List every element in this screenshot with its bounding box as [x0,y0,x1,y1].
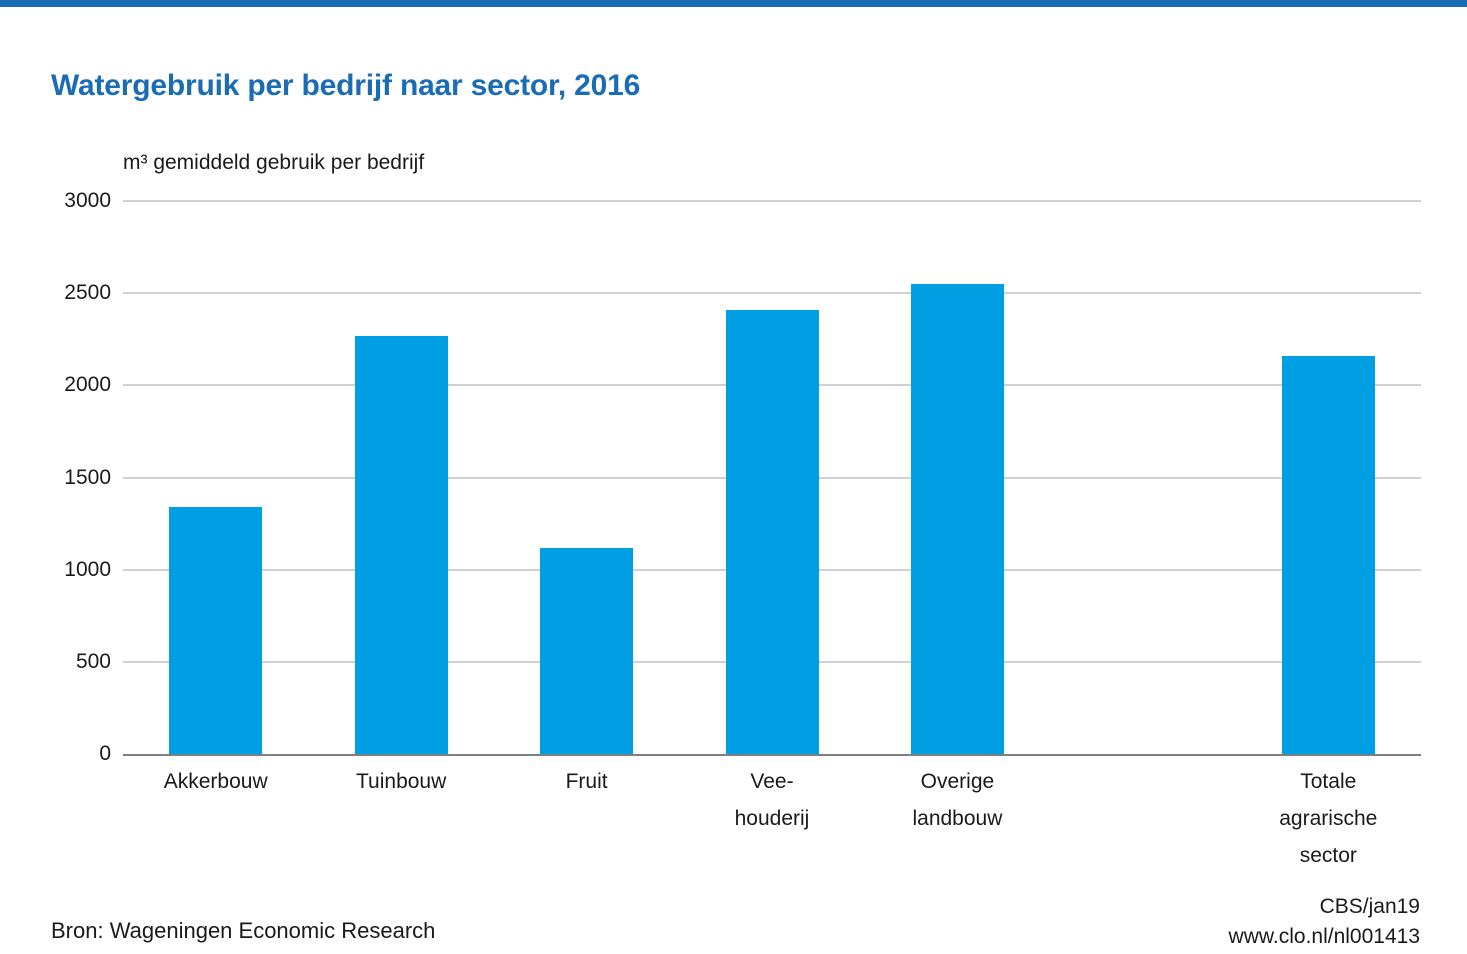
x-category-label-tuinbouw: Tuinbouw [356,770,447,793]
y-tick-label-3000: 3000 [64,189,111,212]
bar-totale-agrarische-sector [1281,355,1375,754]
bar-tuinbouw [354,335,448,754]
x-category-label-totale-agrarische-sector: Totale agrarische sector [1279,770,1378,867]
gridline-3000 [123,200,1421,202]
source-text: Bron: Wageningen Economic Research [51,918,436,943]
y-tick-label-0: 0 [99,742,111,765]
gridline-2500 [123,292,1421,295]
y-axis-title: m³ gemiddeld gebruik per bedrijf [123,151,425,174]
x-category-label-overige-landbouw: Overige landbouw [912,770,1003,830]
y-tick-label-1500: 1500 [64,465,111,489]
y-tick-label-2500: 2500 [64,281,111,305]
x-category-label-akkerbouw: Akkerbouw [163,770,268,793]
bar-fruit [540,547,634,754]
y-tick-label-2000: 2000 [64,373,111,397]
credit-text: CBS/jan19 [1319,895,1420,918]
x-category-label-fruit: Fruit [565,770,608,793]
source-url: www.clo.nl/nl001413 [1228,925,1420,948]
bar-akkerbouw [169,507,263,754]
credit-block: CBS/jan19 www.clo.nl/nl001413 [1229,892,1420,952]
plot-area [123,200,1421,756]
y-tick-label-500: 500 [75,649,111,673]
bar-vee-houderij [725,309,819,754]
bar-overige-landbouw [910,283,1004,754]
top-accent-bar [0,0,1467,7]
chart-title: Watergebruik per bedrijf naar sector, 20… [51,69,641,102]
y-tick-label-1000: 1000 [64,557,111,581]
x-category-label-vee-houderij: Vee- houderij [734,770,810,830]
